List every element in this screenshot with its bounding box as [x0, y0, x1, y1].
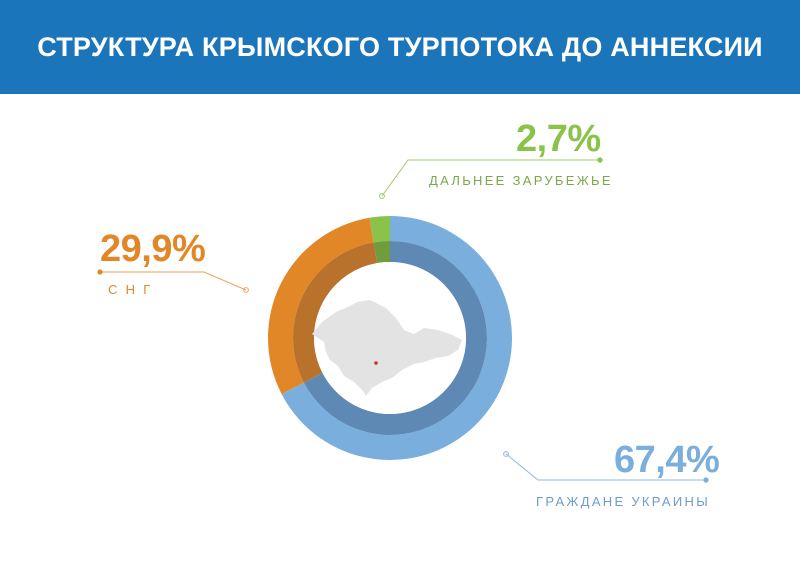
- donut-slice-inner-cis: [293, 242, 378, 383]
- ukraine-category-label: ГРАЖДАНЕ УКРАИНЫ: [536, 494, 711, 509]
- leader-end-ukraine: [503, 451, 509, 457]
- leader-dot-ukraine: [703, 477, 709, 483]
- donut-slice-far_abroad: [369, 216, 390, 243]
- crimea-map: [312, 300, 462, 396]
- leader-end-cis: [243, 287, 249, 293]
- leader-line-far_abroad: [381, 159, 600, 197]
- far-abroad-category-label: ДАЛЬНЕЕ ЗАРУБЕЖЬЕ: [429, 173, 613, 188]
- ukraine-percent-label: 67,4%: [614, 439, 720, 481]
- cis-category-label: С Н Г: [108, 282, 153, 297]
- leader-dot-far_abroad: [597, 157, 603, 163]
- donut-slice-cis: [268, 217, 374, 395]
- leader-end-far_abroad: [379, 193, 385, 199]
- far-abroad-percent-label: 2,7%: [516, 118, 601, 160]
- leader-line-cis: [100, 271, 247, 291]
- cis-percent-label: 29,9%: [100, 228, 206, 270]
- leader-lines: [97, 157, 709, 483]
- leader-dot-cis: [97, 269, 103, 275]
- header-banner: СТРУКТУРА КРЫМСКОГО ТУРПОТОКА ДО АННЕКСИ…: [0, 0, 800, 94]
- donut-slice-inner-far_abroad: [373, 241, 390, 264]
- leader-line-ukraine: [505, 453, 706, 481]
- page-title: СТРУКТУРА КРЫМСКОГО ТУРПОТОКА ДО АННЕКСИ…: [37, 31, 763, 62]
